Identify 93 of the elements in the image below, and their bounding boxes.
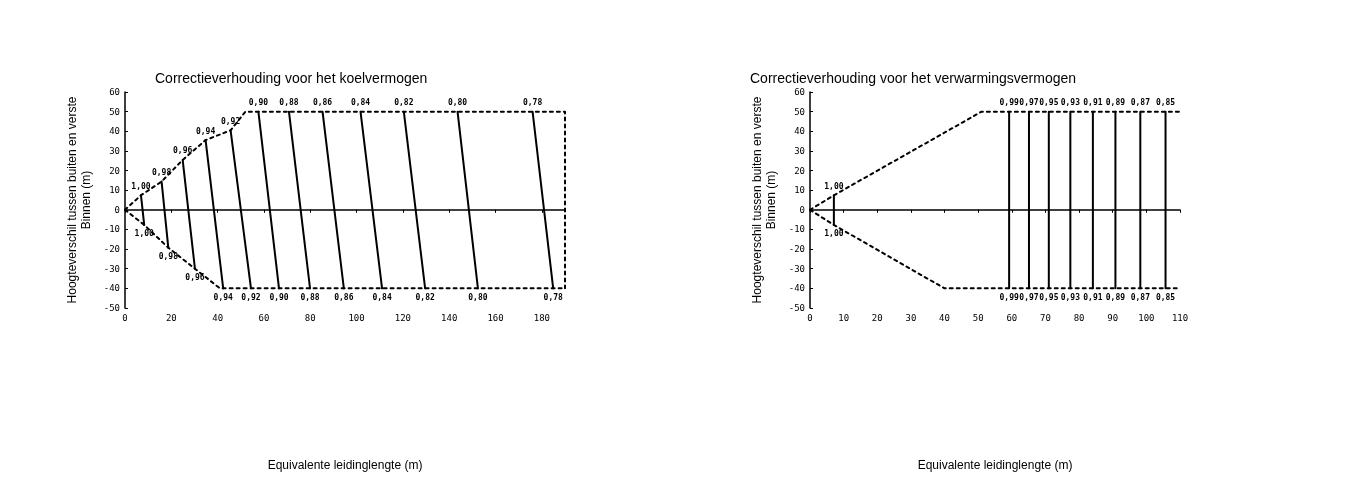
x-tick-label: 160: [487, 312, 504, 323]
y-tick-label: -50: [788, 303, 805, 313]
y-tick-label: -20: [103, 244, 120, 255]
annotation: 0,78: [543, 292, 564, 302]
y-tick-label: 40: [794, 126, 805, 137]
annotation: 0,84: [350, 98, 371, 108]
x-tick-label: 80: [1073, 312, 1085, 323]
annotation: 0,98: [151, 168, 172, 178]
x-tick-label: 40: [939, 312, 950, 323]
y-tick-label: -40: [788, 283, 805, 294]
annotation: 0,95: [1039, 292, 1059, 302]
annotation: 0,87: [1130, 98, 1151, 108]
y-tick-label: 10: [794, 185, 805, 196]
annotation: 0,78: [522, 98, 543, 108]
y-tick-label: -50: [103, 303, 120, 313]
x-tick-label: 110: [1171, 312, 1189, 323]
y-tick-label: 50: [109, 106, 120, 117]
annotation: 0,88: [300, 292, 320, 302]
y-tick-label: 60: [794, 87, 805, 97]
y-tick-label: 10: [109, 185, 120, 196]
annotation: 0,95: [1039, 98, 1059, 108]
y-tick-label: -30: [103, 263, 120, 274]
annotation: 0,94: [195, 126, 216, 136]
annotation: 0,91: [1083, 292, 1103, 302]
x-tick-label: 10: [838, 312, 850, 323]
annotation: 0,85: [1155, 98, 1176, 108]
x-tick-label: 140: [441, 312, 458, 323]
y-tick-label: -20: [788, 244, 805, 255]
x-tick-label: 0: [122, 312, 128, 323]
y-tick-label: 0: [799, 204, 805, 215]
annotation: 0,96: [173, 146, 193, 156]
chart-title: Correctieverhouding voor het koelvermogen: [155, 70, 428, 86]
x-tick-label: 20: [165, 312, 177, 323]
annotation: 0,89: [1105, 98, 1126, 108]
annotation: 0,90: [269, 292, 289, 302]
x-tick-label: 60: [258, 312, 270, 323]
y-tick-label: -10: [103, 224, 120, 235]
x-axis-title: Equivalente leidinglengte (m): [917, 458, 1073, 472]
y-tick-label: -30: [788, 263, 805, 274]
annotation: 0,96: [185, 273, 205, 283]
annotation: 1,00: [824, 181, 844, 191]
x-axis-title: Equivalente leidinglengte (m): [267, 458, 423, 472]
x-tick-label: 120: [394, 312, 412, 323]
annotation: 0,97: [1019, 292, 1039, 302]
x-tick-label: 100: [1138, 312, 1155, 323]
annotation: 0,94: [213, 292, 234, 302]
y-tick-label: 30: [109, 145, 120, 156]
annotation: 0,99: [999, 292, 1019, 302]
annotation: 0,97: [1019, 98, 1039, 108]
annotation: 0,82: [415, 292, 435, 302]
y-tick-label: -40: [103, 283, 120, 294]
y-tick-label: 20: [109, 165, 120, 176]
y-tick-label: 0: [114, 204, 120, 215]
annotation: 0,85: [1155, 292, 1176, 302]
annotation: 0,91: [1083, 98, 1103, 108]
annotation: 0,86: [334, 292, 354, 302]
x-tick-label: 90: [1107, 312, 1119, 323]
annotation: 0,82: [394, 98, 414, 108]
annotation: 0,80: [468, 292, 488, 302]
x-tick-label: 180: [533, 312, 550, 323]
y-tick-label: 40: [109, 126, 120, 137]
y-axis-title: Hoogteverschil tussen buiten en verste Binnen (m): [64, 96, 93, 304]
x-tick-label: 30: [905, 312, 917, 323]
annotation: 0,89: [1105, 292, 1126, 302]
x-tick-label: 80: [304, 312, 316, 323]
x-tick-label: 0: [807, 312, 813, 323]
annotation: 0,88: [279, 98, 299, 108]
annotation: 0,99: [999, 98, 1019, 108]
y-tick-label: 20: [794, 165, 805, 176]
y-tick-label: 50: [794, 106, 805, 117]
annotation: 1,00: [824, 229, 844, 239]
x-tick-label: 70: [1040, 312, 1051, 323]
chart-title: Correctieverhouding voor het verwarmingsvermogen: [750, 70, 1077, 86]
x-tick-label: 40: [212, 312, 224, 323]
annotation: 1,00: [131, 181, 151, 191]
annotation: 0,90: [248, 98, 269, 108]
y-tick-label: 60: [109, 87, 120, 97]
annotation: 0,93: [1060, 292, 1081, 302]
y-tick-label: -10: [788, 224, 805, 235]
y-axis-title: Hoogteverschil tussen buiten en verste Binnen (m): [749, 96, 778, 304]
y-tick-label: 30: [794, 145, 805, 156]
x-tick-label: 100: [348, 312, 365, 323]
annotation: 0,86: [312, 98, 333, 108]
annotation: 0,84: [372, 292, 392, 302]
annotation: 0,87: [1130, 292, 1151, 302]
annotation: 0,92: [241, 292, 261, 302]
x-tick-label: 60: [1006, 312, 1018, 323]
annotation: 0,80: [447, 98, 468, 108]
annotation: 0,93: [1060, 98, 1081, 108]
annotation: 1,00: [134, 229, 155, 239]
x-tick-label: 20: [871, 312, 883, 323]
annotation: 0,98: [158, 252, 179, 262]
x-tick-label: 50: [972, 312, 984, 323]
